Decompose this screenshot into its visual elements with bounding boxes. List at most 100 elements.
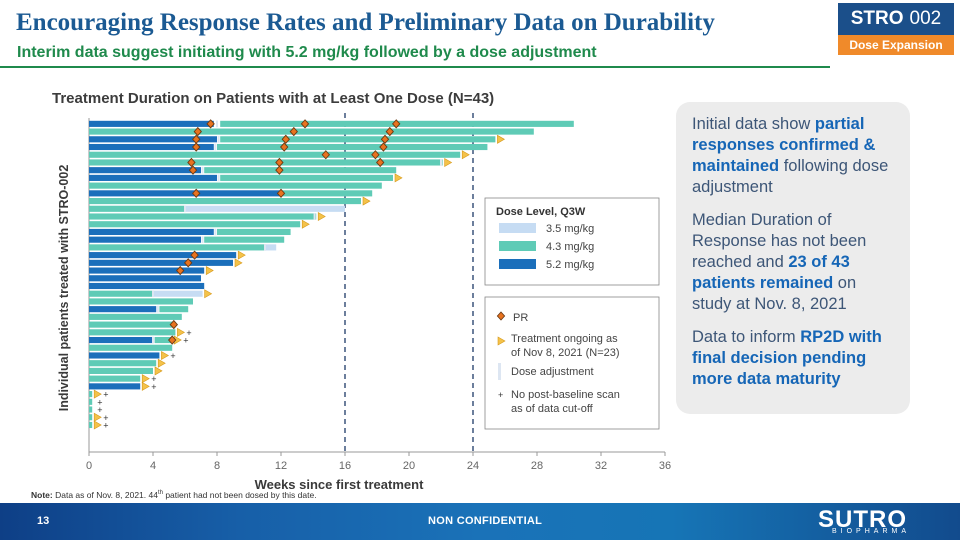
no-scan-marker: + [97, 397, 102, 407]
patient-bar-segment [89, 313, 182, 320]
footnote-sup: th [157, 490, 163, 497]
patient-bar-segment [282, 190, 373, 197]
patient-bar-segment [89, 329, 176, 336]
pr-marker [391, 119, 401, 129]
finding-3-highlight: RP2D with final decision pending more da… [692, 328, 882, 388]
patient-bar-segment [89, 159, 443, 166]
patient-bar-segment [89, 120, 214, 127]
pr-marker [321, 150, 331, 160]
finding-1-text-a: Initial data show [692, 115, 815, 133]
ongoing-marker [205, 266, 214, 276]
no-scan-marker: + [103, 413, 108, 423]
patient-bar-segment [217, 143, 488, 151]
patient-bar-segment [89, 306, 157, 313]
finding-2-text-a: Median Duration of Response has not been… [692, 211, 867, 271]
x-tick-label: 28 [531, 460, 543, 472]
patient-bar-segment [89, 375, 141, 382]
ongoing-marker [362, 196, 371, 206]
patient-bar-segment [89, 182, 382, 189]
no-scan-marker: + [186, 328, 191, 338]
finding-1: Initial data show partial responses conf… [692, 114, 894, 198]
footnote-label: Note: [31, 490, 53, 500]
pr-marker [167, 335, 177, 345]
patient-bar-segment [89, 128, 534, 135]
dose-legend-swatch [499, 259, 536, 269]
dose-legend-swatch [499, 241, 536, 251]
patient-bar-segment [89, 151, 461, 158]
dose-adjustment-mark [214, 143, 217, 151]
no-scan-marker: + [103, 420, 108, 430]
pr-marker [379, 142, 388, 152]
pr-marker [276, 188, 286, 199]
x-tick-label: 0 [86, 460, 92, 472]
patient-bar-segment [159, 306, 189, 313]
dose-adjustment-mark [184, 205, 186, 213]
pr-marker [191, 188, 201, 199]
patient-bar-segment [89, 282, 205, 290]
patient-bar-segment [89, 267, 205, 274]
patient-bar-segment [89, 167, 201, 174]
ongoing-marker [161, 350, 170, 361]
patient-bar-segment [89, 143, 214, 151]
patient-bar-segment [89, 414, 93, 421]
dose-legend-label: 5.2 mg/kg [546, 259, 594, 271]
header-divider [0, 66, 830, 68]
patient-bar-segment [153, 290, 203, 297]
page-number: 13 [37, 515, 50, 527]
dose-adjustment-mark [313, 213, 316, 220]
x-tick-label: 32 [595, 460, 607, 472]
patient-bar-segment [89, 383, 141, 390]
legend-ongoing-label: Treatment ongoing as of Nov 8, 2021 (N=23… [511, 333, 620, 359]
patient-bar-segment [89, 259, 233, 266]
legend-no-scan-icon: + [498, 390, 503, 400]
legend-pr-label: PR [513, 312, 528, 324]
patient-bar-segment [89, 391, 93, 398]
legend-no-scan-label: No post-baseline scan as of data cut-off [511, 389, 620, 415]
footnote-text-a: Data as of Nov. 8, 2021. 44 [52, 490, 158, 500]
key-findings-panel: Initial data show partial responses conf… [676, 102, 910, 414]
no-scan-marker: + [97, 405, 102, 415]
ongoing-marker [394, 173, 403, 183]
ongoing-marker [93, 412, 102, 422]
finding-2: Median Duration of Response has not been… [692, 210, 894, 315]
pr-marker [385, 126, 395, 137]
dose-legend-label: 4.3 mg/kg [546, 241, 594, 253]
finding-3-text-a: Data to inform [692, 328, 801, 346]
ongoing-marker [93, 420, 102, 430]
patient-bar-segment [89, 344, 173, 351]
ongoing-marker [237, 250, 246, 260]
patient-bar-segment [89, 275, 201, 282]
pr-marker [300, 119, 310, 129]
patient-bar-segment [154, 336, 173, 344]
page-subtitle: Interim data suggest initiating with 5.2… [17, 44, 597, 61]
confidentiality-label: NON CONFIDENTIAL [428, 515, 543, 527]
ongoing-marker [141, 374, 150, 384]
finding-1-text-c: following dose adjustment [692, 157, 889, 196]
pr-marker [187, 157, 196, 168]
patient-bar-segment [89, 205, 185, 212]
legend-pr-icon [496, 311, 506, 321]
patient-bar-segment [89, 213, 317, 220]
chart-title: Treatment Duration on Patients with at L… [52, 90, 495, 107]
patient-bar-segment [204, 236, 285, 243]
patient-bar-segment [89, 221, 301, 228]
patient-bar-segment [89, 236, 201, 243]
patient-bar-segment [89, 398, 93, 405]
finding-2-highlight: 23 of 43 patients remained [692, 253, 850, 292]
patient-bar-segment [89, 252, 237, 259]
x-tick-label: 4 [150, 460, 156, 472]
patient-bar-segment [89, 421, 93, 429]
badge-prefix: STRO [850, 8, 904, 29]
ongoing-marker [157, 358, 166, 368]
ongoing-marker [497, 134, 506, 144]
badge-phase: Dose Expansion [838, 35, 954, 55]
badge-number: 002 [909, 8, 942, 29]
dose-adjustment-mark [214, 228, 217, 236]
patient-bar-segment [89, 360, 157, 367]
pr-marker [190, 250, 199, 260]
pr-marker [169, 319, 179, 330]
ongoing-marker [204, 289, 213, 299]
patient-bar-segment [89, 290, 153, 297]
legend-dose-adj-label: Dose adjustment [511, 366, 594, 378]
dose-adjustment-mark [201, 236, 204, 244]
